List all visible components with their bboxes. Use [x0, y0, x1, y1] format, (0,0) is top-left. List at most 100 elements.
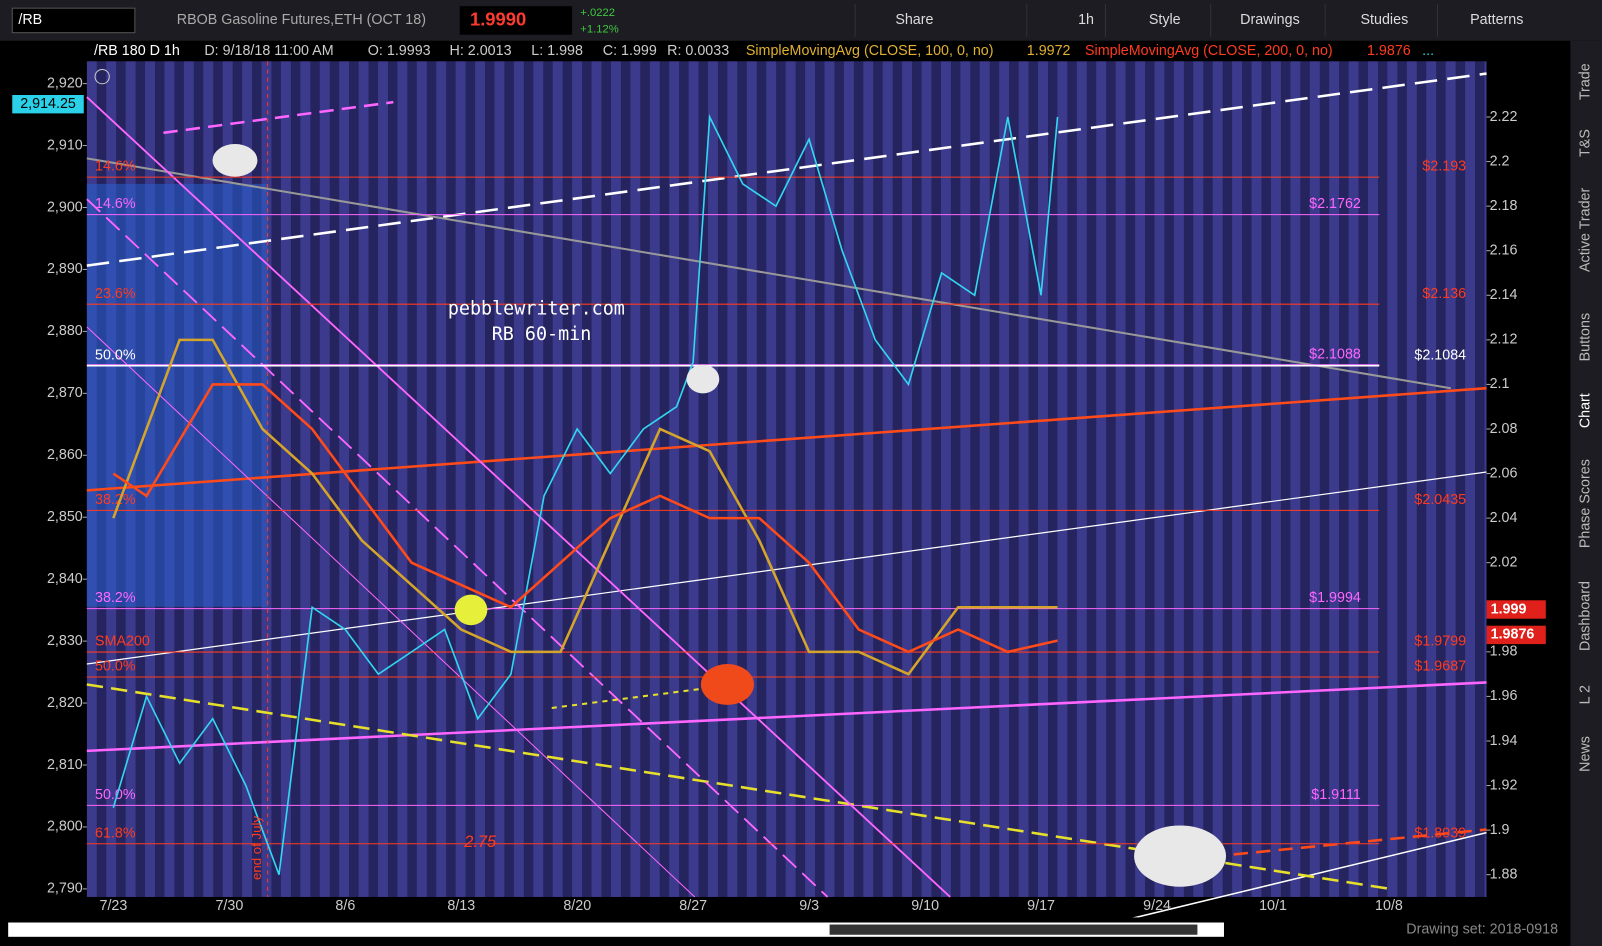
header-item: L: 1.998	[531, 43, 583, 59]
sma200-label: SimpleMovingAvg (CLOSE, 200, 0, no)	[1085, 43, 1333, 59]
sidebar-tab[interactable]: Active Trader	[1577, 188, 1593, 272]
y-tick-label: 1.88	[1490, 866, 1518, 882]
trendline	[86, 471, 1487, 665]
x-tick-label: 8/6	[335, 898, 355, 914]
level-label: $2.1088	[1309, 346, 1361, 362]
x-tick-label: 8/13	[447, 898, 475, 914]
y2-tick-label: 2,880	[47, 323, 83, 339]
alert-icon[interactable]	[94, 68, 110, 85]
x-tick-label: 7/30	[215, 898, 243, 914]
symbol: /RB	[18, 12, 42, 28]
description: RBOB Gasoline Futures,ETH (OCT 18)	[177, 12, 426, 28]
y-tick-label: 2.2	[1490, 153, 1510, 169]
highlight-ellipse	[454, 594, 488, 626]
level-tag: SMA200	[95, 634, 150, 650]
y2-tick-label: 2,850	[47, 509, 83, 525]
sidebar-tab[interactable]: News	[1577, 736, 1593, 772]
price-box-label: 1.9876	[1491, 627, 1535, 643]
x-tick-label: 9/17	[1027, 898, 1055, 914]
y-tick-label: 2.12	[1490, 332, 1518, 348]
price-box-label: 1.999	[1491, 601, 1527, 617]
y2-tick-label: 2,920	[47, 75, 83, 91]
y-tick-label: 2.04	[1490, 510, 1518, 526]
y2-tick-label: 2,870	[47, 385, 83, 401]
sidebar-tab[interactable]: Buttons	[1577, 313, 1593, 361]
sidebar-tab[interactable]: Trade	[1577, 63, 1593, 100]
last-price: 1.9990	[470, 8, 526, 29]
level-label: $1.9687	[1414, 659, 1466, 675]
y-tick-label: 2.08	[1490, 421, 1518, 437]
level-tag: 50.0%	[95, 347, 136, 363]
price-box	[1486, 625, 1546, 645]
x-tick-label: 10/8	[1375, 898, 1403, 914]
highlight-box	[86, 183, 268, 607]
level-tag: 61.8%	[95, 825, 136, 841]
y2-tick-label: 2,910	[47, 137, 83, 153]
toolbar-button[interactable]: Studies	[1361, 12, 1409, 28]
level-tag: 38.2%	[95, 492, 136, 508]
sidebar-tab[interactable]: Dashboard	[1577, 581, 1593, 651]
highlight-ellipse	[686, 364, 720, 394]
trendline	[86, 96, 951, 898]
sma100-value: 1.9972	[1027, 43, 1071, 59]
x-tick-label: 10/1	[1259, 898, 1287, 914]
level-tag: 50.0%	[95, 787, 136, 803]
trendline	[86, 326, 696, 898]
level-label: $1.9111	[1311, 787, 1361, 803]
x-tick-label: 9/3	[799, 898, 819, 914]
annotation: 2.75	[463, 833, 497, 851]
toolbar-button[interactable]: Share	[895, 12, 933, 28]
toolbar-button[interactable]: 1h	[1078, 12, 1094, 28]
header-item: C: 1.999	[603, 43, 657, 59]
toolbar	[0, 0, 1602, 41]
level-tag: 14.6%	[95, 196, 136, 212]
y-tick-label: 2.22	[1490, 109, 1518, 125]
level-label: $1.9799	[1414, 634, 1466, 650]
sidebar	[1570, 40, 1602, 946]
toolbar-button[interactable]: Patterns	[1470, 12, 1523, 28]
level-label: $2.1084	[1414, 347, 1466, 363]
y2-tick-label: 2,830	[47, 633, 83, 649]
level-label: $1.9994	[1309, 590, 1361, 606]
symbol-box[interactable]	[11, 7, 136, 34]
scroll-thumb[interactable]	[829, 924, 1198, 935]
y2-tick-label: 2,860	[47, 447, 83, 463]
highlight-ellipse	[212, 144, 258, 177]
sidebar-tab[interactable]: Chart	[1577, 393, 1593, 428]
toolbar-button[interactable]: Drawings	[1240, 12, 1300, 28]
y2-tick-label: 2,810	[47, 757, 83, 773]
y-tick-label: 2.1	[1490, 376, 1510, 392]
level-label: $2.0435	[1414, 492, 1466, 508]
header-item: H: 2.0013	[450, 43, 512, 59]
level-tag: 14.6%	[95, 159, 136, 175]
series-line	[112, 383, 1058, 654]
trendline	[86, 681, 1487, 753]
plot-area	[86, 61, 1487, 897]
sidebar-tab[interactable]: L 2	[1577, 685, 1593, 704]
y2-tick-label: 2,840	[47, 571, 83, 587]
x-tick-label: 8/27	[679, 898, 707, 914]
y2-tick-label: 2,890	[47, 261, 83, 277]
header-item: O: 1.9993	[368, 43, 431, 59]
header-item: /RB 180 D 1h	[94, 43, 180, 59]
level-label: $2.1762	[1309, 196, 1361, 212]
trendline	[86, 157, 1451, 390]
y-tick-label: 2.16	[1490, 242, 1518, 258]
left-badge-text: 2,914.25	[20, 96, 76, 112]
last-box	[459, 6, 573, 35]
toolbar-button[interactable]: Style	[1149, 12, 1181, 28]
sidebar-tab[interactable]: Phase Scores	[1577, 459, 1593, 548]
y2-tick-label: 2,900	[47, 199, 83, 215]
trendline	[163, 100, 394, 135]
highlight-ellipse	[1134, 825, 1227, 887]
annotation: RB 60-min	[492, 324, 592, 345]
sidebar-tab[interactable]: T&S	[1577, 129, 1593, 157]
header-item: D: 9/18/18 11:00 AM	[204, 43, 333, 59]
x-tick-label: 9/10	[911, 898, 939, 914]
level-label: $2.136	[1422, 286, 1466, 302]
sma100-label: SimpleMovingAvg (CLOSE, 100, 0, no)	[746, 43, 994, 59]
level-label: $1.8939	[1414, 825, 1466, 841]
x-tick-label: 9/24	[1143, 898, 1171, 914]
change: +.0222	[580, 7, 615, 19]
